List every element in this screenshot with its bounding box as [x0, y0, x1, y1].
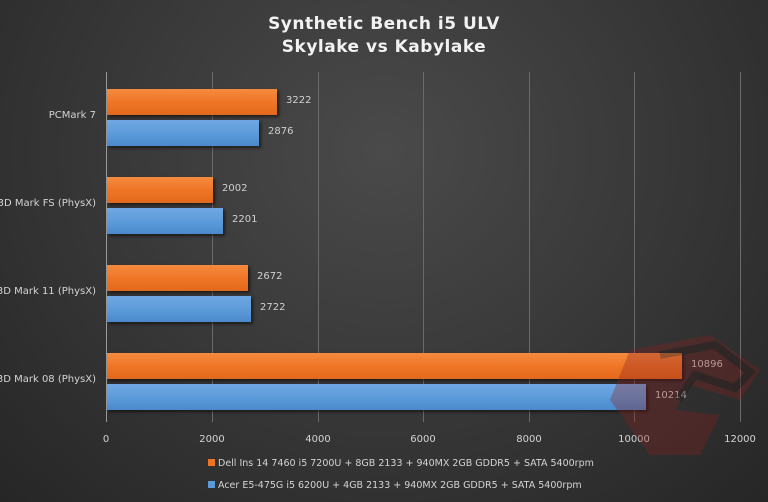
- chart-title: Synthetic Bench i5 ULV: [268, 14, 500, 34]
- value-label: 10896: [691, 359, 723, 370]
- bar-dell-pcmark7: [107, 89, 277, 115]
- bar-acer-3dmarkfs: [107, 208, 223, 234]
- gridline-8000: [529, 72, 530, 422]
- bar-dell-3dmark11: [107, 265, 248, 291]
- x-tick: 2000: [199, 434, 225, 445]
- gridline-2000: [212, 72, 213, 422]
- x-tick: 10000: [618, 434, 650, 445]
- value-label: 2876: [268, 126, 294, 137]
- x-tick: 8000: [516, 434, 542, 445]
- gridline-10000: [634, 72, 635, 422]
- value-label: 2722: [260, 302, 286, 313]
- gridline-6000: [423, 72, 424, 422]
- legend-swatch-blue: [208, 481, 215, 488]
- bar-acer-pcmark7: [107, 120, 259, 146]
- bar-acer-3dmark11: [107, 296, 251, 322]
- category-label: 3D Mark FS (PhysX): [0, 198, 96, 209]
- watermark-logo-icon: [610, 335, 760, 455]
- x-tick: 12000: [724, 434, 756, 445]
- x-tick: 6000: [410, 434, 436, 445]
- category-label: 3D Mark 08 (PhysX): [0, 374, 96, 385]
- legend-label: Dell Ins 14 7460 i5 7200U + 8GB 2133 + 9…: [218, 458, 594, 469]
- bar-dell-3dmark08: [107, 353, 682, 379]
- value-label: 3222: [286, 95, 312, 106]
- legend-item-acer: Acer E5-475G i5 6200U + 4GB 2133 + 940MX…: [208, 480, 582, 491]
- bar-dell-3dmarkfs: [107, 177, 213, 203]
- gridline-12000: [740, 72, 741, 422]
- x-tick: 4000: [305, 434, 331, 445]
- legend-label: Acer E5-475G i5 6200U + 4GB 2133 + 940MX…: [218, 480, 582, 491]
- legend-swatch-orange: [208, 459, 215, 466]
- gridline-4000: [318, 72, 319, 422]
- category-label: PCMark 7: [48, 110, 96, 121]
- category-label: 3D Mark 11 (PhysX): [0, 286, 96, 297]
- value-label: 2672: [257, 271, 283, 282]
- bar-acer-3dmark08: [107, 384, 646, 410]
- value-label: 2201: [232, 214, 258, 225]
- value-label: 10214: [655, 390, 687, 401]
- x-tick: 0: [102, 434, 110, 445]
- legend-item-dell: Dell Ins 14 7460 i5 7200U + 8GB 2133 + 9…: [208, 458, 594, 469]
- plot-area: 3222 2876 2002 2201 2672 2722 10896 1021…: [106, 72, 741, 422]
- value-label: 2002: [222, 183, 248, 194]
- chart-subtitle: Skylake vs Kabylake: [281, 37, 487, 57]
- y-axis-line: [106, 72, 107, 422]
